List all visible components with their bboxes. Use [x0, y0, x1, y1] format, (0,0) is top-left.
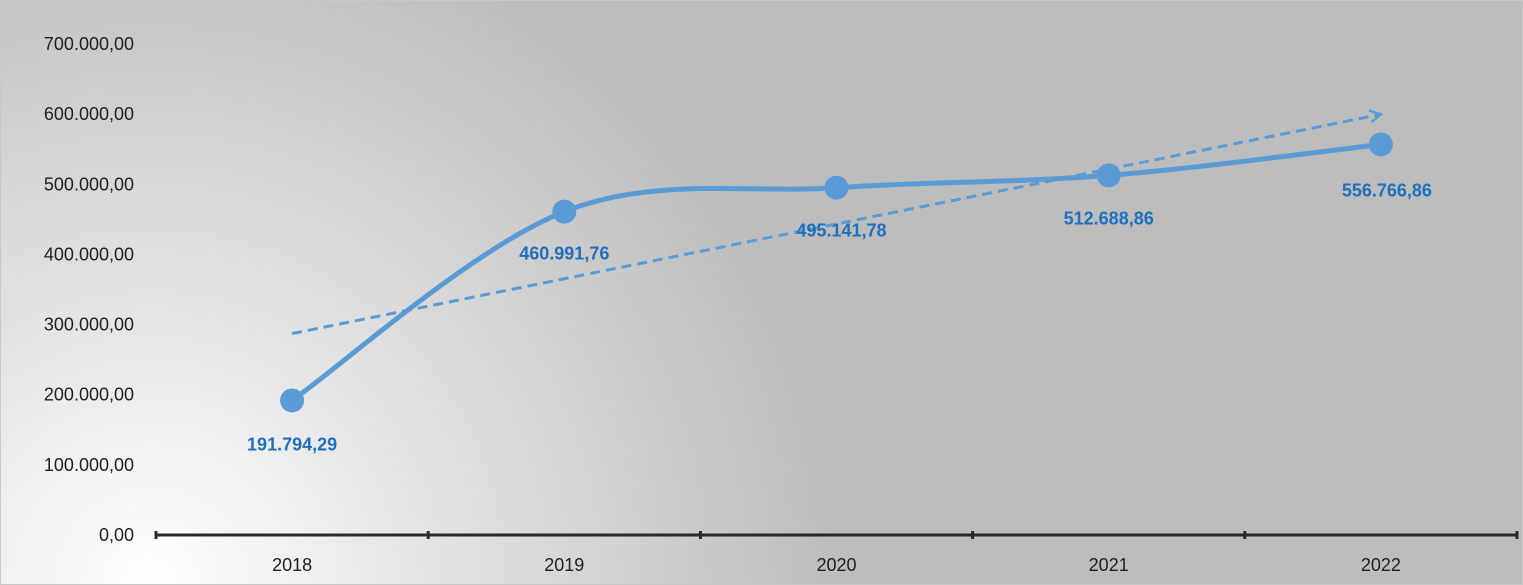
- data-point[interactable]: [280, 388, 305, 413]
- series-layer: [280, 132, 1393, 413]
- data-labels-layer: 191.794,29 460.991,76 495.141,78 512.688,86…: [247, 180, 1432, 454]
- data-point[interactable]: [552, 199, 577, 224]
- y-tick-label: 400.000,00: [44, 244, 134, 264]
- data-label: 495.141,78: [796, 221, 886, 241]
- data-label: 512.688,86: [1064, 208, 1154, 228]
- x-tick-label: 2019: [544, 555, 584, 575]
- x-tick-label: 2018: [272, 555, 312, 575]
- y-tick-label: 600.000,00: [44, 104, 134, 124]
- x-tick-label: 2020: [816, 555, 856, 575]
- y-tick-label: 100.000,00: [44, 455, 134, 475]
- x-tick-label: 2021: [1089, 555, 1129, 575]
- data-point[interactable]: [1368, 132, 1393, 157]
- y-tick-label: 500.000,00: [44, 174, 134, 194]
- trendline-layer: [291, 114, 1381, 336]
- y-tick-label: 0,00: [99, 525, 134, 545]
- y-tick-label: 300.000,00: [44, 315, 134, 335]
- data-label: 191.794,29: [247, 434, 337, 454]
- data-label: 460.991,76: [519, 244, 609, 264]
- x-tick-label: 2022: [1361, 555, 1401, 575]
- data-point[interactable]: [824, 175, 849, 200]
- data-point[interactable]: [1096, 163, 1121, 188]
- x-axis: [154, 531, 1519, 539]
- y-axis-tick-labels: 0,00 100.000,00 200.000,00 300.000,00 400.00…: [44, 34, 134, 545]
- x-axis-tick-labels: 2018 2019 2020 2021 2022: [272, 555, 1401, 575]
- trendline: [291, 114, 1381, 336]
- y-tick-label: 700.000,00: [44, 34, 134, 54]
- data-label: 556.766,86: [1342, 180, 1432, 200]
- y-tick-label: 200.000,00: [44, 385, 134, 405]
